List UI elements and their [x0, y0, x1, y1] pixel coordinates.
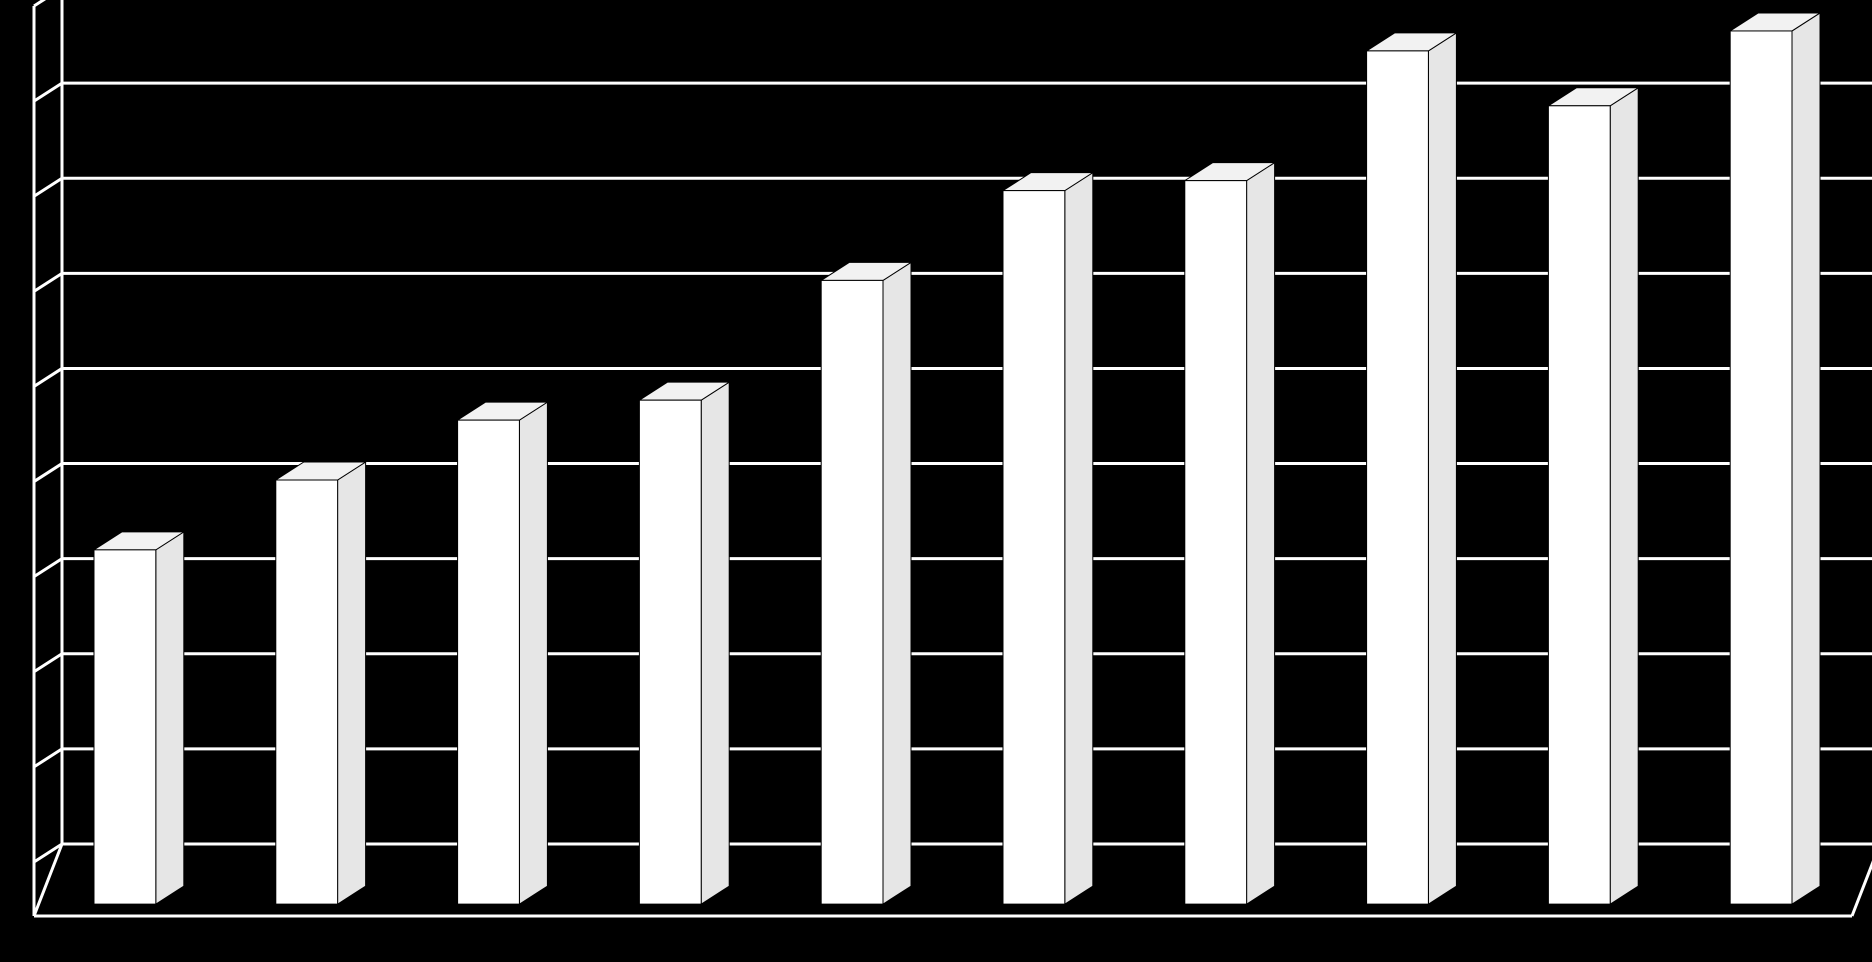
- bar: [1730, 13, 1820, 904]
- bar-chart-3d: [0, 0, 1872, 962]
- chart-canvas: [0, 0, 1872, 962]
- bar: [94, 532, 184, 904]
- bar: [1367, 33, 1457, 904]
- bar: [458, 402, 548, 904]
- bar: [1003, 173, 1093, 905]
- bar: [1185, 163, 1275, 904]
- bar: [1548, 88, 1638, 904]
- bar: [821, 262, 911, 904]
- bar: [639, 382, 729, 904]
- bar: [276, 462, 366, 904]
